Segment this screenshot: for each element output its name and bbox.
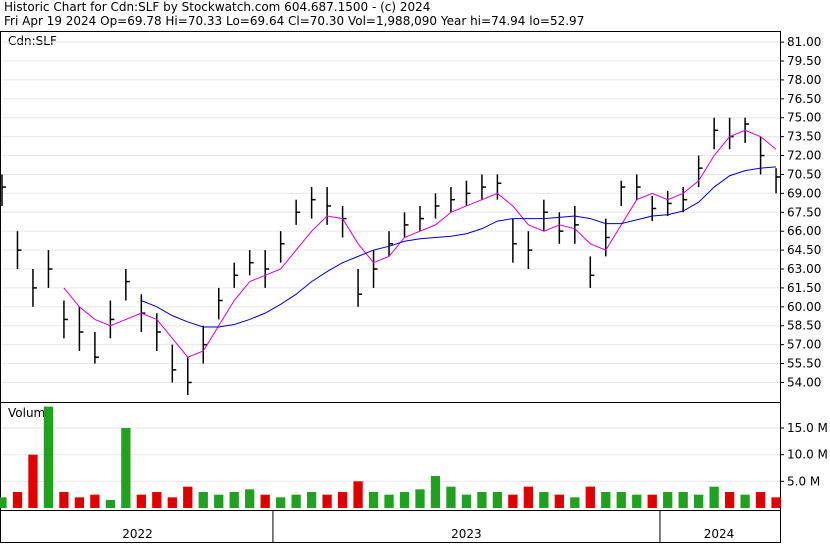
y-tick-label: 58.50 xyxy=(787,319,821,333)
volume-bar xyxy=(167,497,177,508)
volume-bar xyxy=(647,494,657,508)
y-tick-label: 79.50 xyxy=(787,54,821,68)
volume-bar xyxy=(477,492,487,508)
volume-bar xyxy=(90,494,100,508)
y-tick-label: 57.00 xyxy=(787,338,821,352)
y-tick-label: 61.50 xyxy=(787,281,821,295)
symbol-label: Cdn:SLF xyxy=(8,34,57,48)
volume-bar xyxy=(430,476,441,508)
y-tick-label: 10.0 M xyxy=(787,448,828,462)
y-tick-label: 69.00 xyxy=(787,186,821,200)
volume-bar xyxy=(492,492,503,508)
volume-label: Volume xyxy=(8,406,53,420)
volume-bar xyxy=(678,492,688,508)
moving-average xyxy=(141,166,777,328)
volume-bar xyxy=(183,486,193,508)
x-tick-label: 2022 xyxy=(122,527,153,541)
y-tick-label: 72.00 xyxy=(787,149,821,163)
volume-bar xyxy=(306,492,317,508)
chart-subtitle: Fri Apr 19 2024 Op=69.78 Hi=70.33 Lo=69.… xyxy=(4,14,584,28)
moving-average xyxy=(63,129,777,358)
volume-bar xyxy=(508,494,518,508)
volume-bar xyxy=(214,494,224,508)
volume-bar xyxy=(755,492,766,508)
y-tick-label: 75.00 xyxy=(787,111,821,125)
volume-bar xyxy=(260,494,270,508)
volume-bar xyxy=(28,454,38,508)
volume-bar xyxy=(74,497,85,508)
y-tick-label: 81.00 xyxy=(787,35,821,49)
volume-bar xyxy=(245,489,255,508)
volume-bar xyxy=(229,492,239,508)
volume-bar xyxy=(539,492,549,508)
volume-bar xyxy=(570,497,580,508)
y-tick-label: 76.50 xyxy=(787,92,821,106)
volume-bar xyxy=(0,497,7,508)
y-tick-label: 67.50 xyxy=(787,205,821,219)
volume-bar xyxy=(663,492,673,508)
volume-bar xyxy=(601,492,611,508)
chart-title: Historic Chart for Cdn:SLF by Stockwatch… xyxy=(4,0,430,14)
volume-bar xyxy=(276,497,286,508)
volume-bar xyxy=(198,492,208,508)
volume-bar xyxy=(291,494,301,508)
volume-bar xyxy=(446,486,456,508)
volume-bar xyxy=(368,492,379,508)
volume-bar xyxy=(616,492,626,508)
y-tick-label: 60.00 xyxy=(787,300,821,314)
volume-bar xyxy=(384,494,394,508)
volume-bar xyxy=(322,494,332,508)
volume-bar xyxy=(399,492,410,508)
y-tick-label: 55.50 xyxy=(787,357,821,371)
volume-bar xyxy=(771,497,781,508)
time-axis xyxy=(0,510,781,543)
volume-bar xyxy=(554,494,564,508)
volume-bar xyxy=(105,500,116,508)
volume-bar xyxy=(43,406,54,508)
price-panel xyxy=(0,31,781,403)
y-tick-label: 64.50 xyxy=(787,243,821,257)
volume-bar xyxy=(585,486,595,508)
volume-bar xyxy=(59,492,69,508)
y-tick-label: 15.0 M xyxy=(787,421,828,435)
volume-bar xyxy=(12,492,23,508)
volume-bar xyxy=(709,486,719,508)
y-tick-label: 78.00 xyxy=(787,73,821,87)
volume-bar xyxy=(121,428,131,508)
y-tick-label: 54.00 xyxy=(787,375,821,389)
y-tick-label: 70.50 xyxy=(787,167,821,181)
y-tick-label: 63.00 xyxy=(787,262,821,276)
y-tick-label: 73.50 xyxy=(787,130,821,144)
volume-bar xyxy=(415,489,425,508)
volume-bar xyxy=(523,486,534,508)
volume-bar xyxy=(337,492,348,508)
volume-bar xyxy=(136,494,146,508)
volume-bar xyxy=(353,481,363,508)
y-tick-label: 66.00 xyxy=(787,224,821,238)
volume-bar xyxy=(152,492,162,508)
volume-bar xyxy=(694,494,704,508)
x-tick-label: 2023 xyxy=(451,527,482,541)
volume-bar xyxy=(724,492,735,508)
y-tick-label: 5.0 M xyxy=(787,474,820,488)
volume-bar xyxy=(461,494,472,508)
volume-bar xyxy=(740,494,750,508)
x-tick-label: 2024 xyxy=(704,527,735,541)
volume-bar xyxy=(632,494,642,508)
